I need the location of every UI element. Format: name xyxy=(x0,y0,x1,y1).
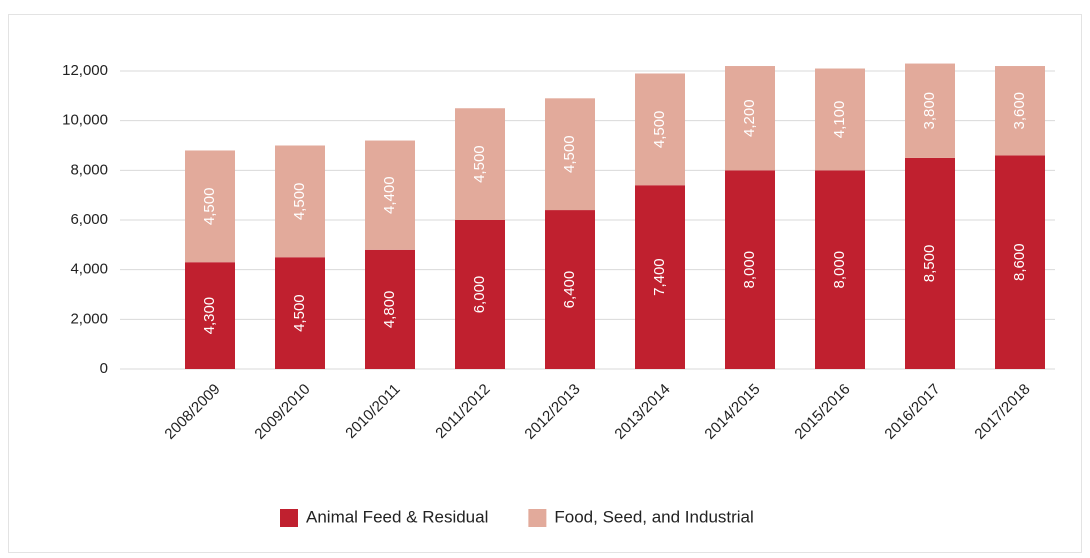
value-label: 4,500 xyxy=(561,135,578,173)
value-label: 4,400 xyxy=(381,176,398,214)
bar-segment xyxy=(185,262,235,369)
bar-segment xyxy=(275,257,325,369)
y-tick-label: 6,000 xyxy=(70,211,108,228)
bar-segment xyxy=(365,140,415,250)
bar-segment xyxy=(635,73,685,186)
y-tick-label: 12,000 xyxy=(62,62,108,79)
legend-label: Animal Feed & Residual xyxy=(306,507,488,526)
bar-segment xyxy=(725,66,775,171)
value-label: 3,600 xyxy=(1011,92,1028,130)
bar-segment xyxy=(905,157,955,369)
x-tick-label: 2014/2015 xyxy=(701,381,763,443)
value-label: 4,500 xyxy=(291,183,308,221)
legend-swatch xyxy=(528,509,547,527)
chart-frame xyxy=(8,14,1082,553)
value-label: 4,500 xyxy=(201,188,218,226)
bar-segment xyxy=(815,68,865,171)
x-tick-label: 2008/2009 xyxy=(161,381,223,443)
value-label: 4,200 xyxy=(741,99,758,137)
bar-segment xyxy=(545,98,595,211)
x-tick-label: 2013/2014 xyxy=(611,381,673,443)
value-label: 3,800 xyxy=(921,92,938,130)
value-label: 4,300 xyxy=(201,297,218,335)
y-tick-label: 2,000 xyxy=(70,310,108,327)
value-label: 8,000 xyxy=(831,251,848,289)
value-label: 8,000 xyxy=(741,251,758,289)
value-label: 4,100 xyxy=(831,101,848,139)
legend-label: Food, Seed, and Industrial xyxy=(554,507,753,526)
bar-segment xyxy=(635,185,685,369)
bar-segment xyxy=(725,170,775,369)
value-label: 8,600 xyxy=(1011,243,1028,281)
value-label: 4,500 xyxy=(651,111,668,149)
y-tick-label: 4,000 xyxy=(70,261,108,278)
bar-segment xyxy=(185,150,235,263)
x-tick-label: 2010/2011 xyxy=(342,381,403,442)
bar-segment xyxy=(905,63,955,158)
y-tick-label: 8,000 xyxy=(70,161,108,178)
y-tick-label: 0 xyxy=(100,360,108,377)
legend-swatch xyxy=(280,509,298,527)
bar-segment xyxy=(815,170,865,369)
value-label: 7,400 xyxy=(651,258,668,296)
value-label: 6,000 xyxy=(471,276,488,314)
x-tick-label: 2012/2013 xyxy=(521,381,583,443)
x-tick-label: 2009/2010 xyxy=(251,381,313,443)
bar-segment xyxy=(365,249,415,369)
bar-segment xyxy=(995,66,1045,156)
x-tick-label: 2016/2017 xyxy=(881,381,943,443)
bar-segment xyxy=(995,155,1045,369)
x-tick-label: 2017/2018 xyxy=(971,381,1033,443)
bar-segment xyxy=(545,210,595,369)
value-label: 6,400 xyxy=(561,271,578,309)
value-label: 4,500 xyxy=(471,145,488,183)
x-tick-label: 2011/2012 xyxy=(432,381,493,442)
bar-segment xyxy=(455,108,505,220)
value-label: 4,500 xyxy=(291,294,308,332)
bar-segment xyxy=(275,145,325,258)
value-label: 4,800 xyxy=(381,291,398,329)
value-label: 8,500 xyxy=(921,245,938,283)
bar-segment xyxy=(455,220,505,369)
y-tick-label: 10,000 xyxy=(62,112,108,129)
x-tick-label: 2015/2016 xyxy=(791,381,853,443)
